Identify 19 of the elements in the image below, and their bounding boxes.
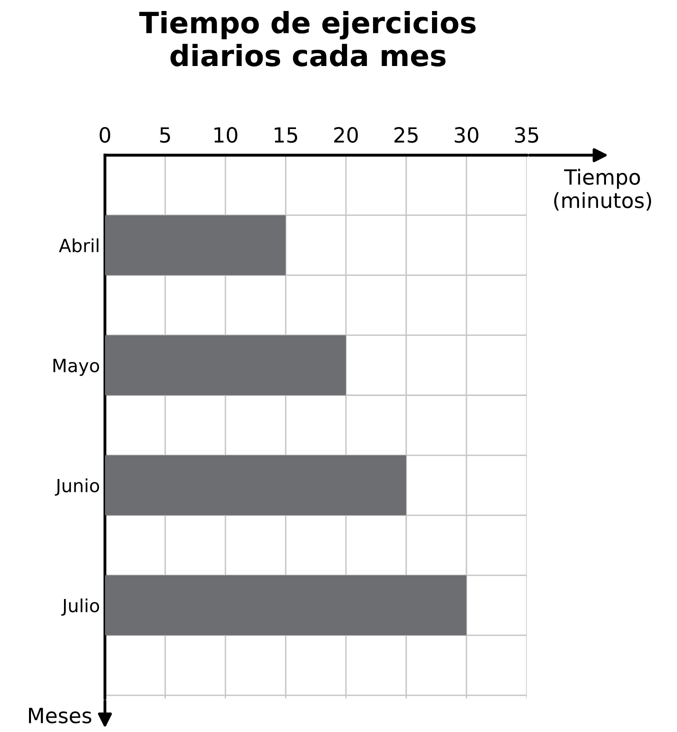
- y-tick-label: Abril: [58, 238, 98, 252]
- x-axis-title: Tiempo (minutos): [554, 168, 652, 211]
- bar: [104, 215, 286, 276]
- bar: [104, 575, 466, 636]
- x-tick-label: 15: [274, 127, 298, 143]
- bar: [104, 455, 406, 516]
- x-tick-label: 10: [214, 127, 238, 143]
- bar: [104, 335, 346, 396]
- x-tick-label: 35: [515, 127, 538, 143]
- x-tick-label: 25: [394, 127, 418, 143]
- x-tick-label: 30: [454, 127, 478, 143]
- x-tick-label: 0: [100, 127, 110, 143]
- y-axis-title: Meses: [29, 708, 92, 724]
- x-tick-label: 5: [160, 127, 170, 143]
- y-tick-label: Julio: [61, 598, 100, 616]
- chart-title: Tiempo de ejercicios diarios cada mes: [139, 10, 476, 66]
- y-tick-label: Mayo: [53, 358, 100, 376]
- y-tick-label: Junio: [54, 478, 100, 496]
- x-tick-label: 20: [334, 127, 358, 143]
